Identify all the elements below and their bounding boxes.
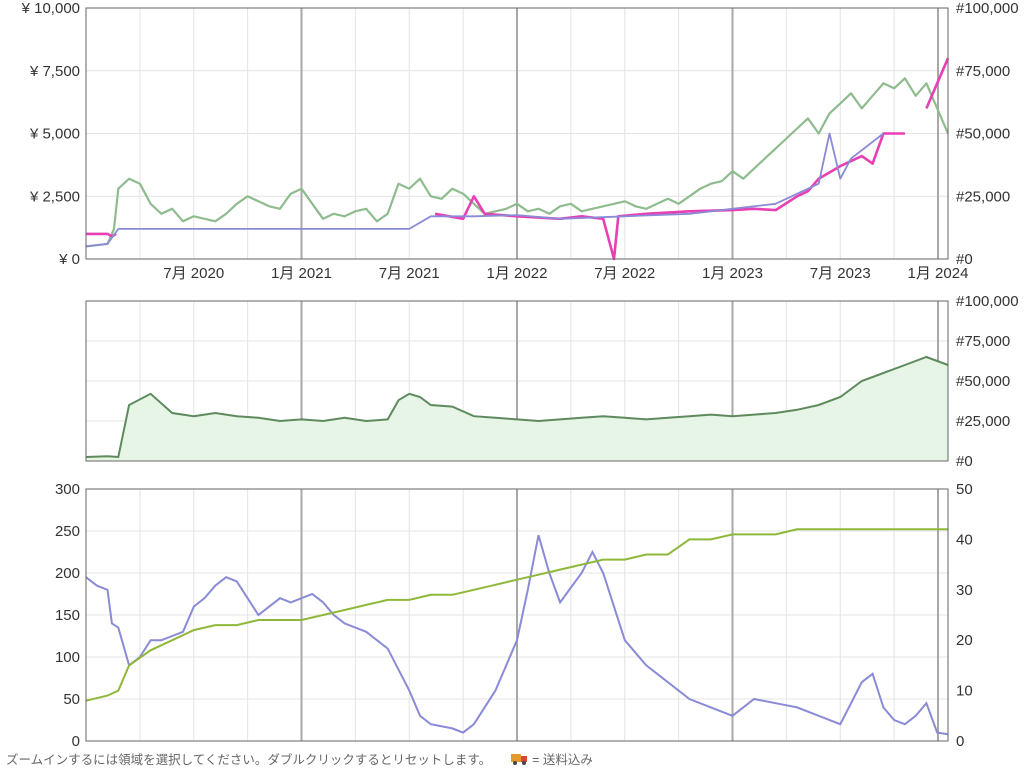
x-tick-label: 7月 2023: [810, 265, 871, 282]
delivery-truck-icon: [510, 754, 527, 765]
x-tick-label: 1月 2024: [908, 265, 969, 282]
y-right-tick-label: 30: [956, 582, 973, 599]
sales-rank-series[interactable]: [85, 355, 949, 459]
x-tick-label: 7月 2022: [594, 265, 655, 282]
y-right-tick-label: #75,000: [956, 333, 1010, 350]
y-left-tick-label: 100: [55, 649, 80, 666]
y-left-tick-label: 0: [72, 733, 80, 750]
y-right-tick-label: #100,000: [956, 293, 1019, 310]
x-tick-label: 1月 2023: [702, 265, 763, 282]
price-history-panel[interactable]: ¥ 0 ¥ 2,500 ¥ 5,000 ¥ 7,500 ¥ 10,000 #0 #25,00…: [21, 0, 1019, 282]
x-tick-label: 1月 2021: [271, 265, 332, 282]
y-left-tick-label: ¥ 10,000: [21, 0, 80, 17]
plot-frame: [85, 7, 949, 260]
y-left-tick-label: ¥ 7,500: [29, 63, 80, 80]
x-tick-label: 7月 2020: [163, 265, 224, 282]
plot-frame: [85, 488, 949, 742]
y-right-tick-label: #100,000: [956, 0, 1019, 17]
x-tick-label: 1月 2022: [487, 265, 548, 282]
y-right-tick-label: #75,000: [956, 63, 1010, 80]
y-left-tick-label: 50: [63, 691, 80, 708]
y-right-tick-label: #0: [956, 251, 973, 268]
y-right-tick-label: #50,000: [956, 126, 1010, 143]
y-left-tick-label: 250: [55, 523, 80, 540]
y-right-tick-label: #0: [956, 453, 973, 470]
shipping-included-legend: = 送料込み: [532, 753, 593, 767]
plot-frame: [85, 300, 949, 462]
y-right-tick-label: #25,000: [956, 413, 1010, 430]
y-right-tick-label: 50: [956, 481, 973, 498]
y-right-tick-label: #50,000: [956, 373, 1010, 390]
new-price-series[interactable]: [85, 77, 950, 248]
y-left-tick-label: ¥ 2,500: [29, 188, 80, 205]
y-left-tick-label: 300: [55, 481, 80, 498]
y-left-tick-label: 200: [55, 565, 80, 582]
y-left-tick-label: 150: [55, 607, 80, 624]
list-price-series[interactable]: [85, 132, 884, 248]
chart-footer: ズームインするには領域を選択してください。ダブルクリックするとリセットします。 …: [6, 749, 593, 768]
offers-count-series[interactable]: [85, 534, 949, 736]
y-right-tick-label: 10: [956, 683, 973, 700]
sales-rank-panel[interactable]: #0 #25,000 #50,000 #75,000 #100,000: [85, 293, 1019, 470]
y-right-tick-label: 0: [956, 733, 964, 750]
offers-rating-panel[interactable]: 0 50 100 150 200 250 300 0 10 20 30 40 50: [55, 481, 973, 750]
rating-count-series[interactable]: [85, 528, 948, 702]
sales-rank-area: [86, 357, 948, 461]
x-tick-label: 7月 2021: [379, 265, 440, 282]
y-left-tick-label: ¥ 5,000: [29, 126, 80, 143]
y-right-tick-label: 40: [956, 531, 973, 548]
y-right-tick-label: #25,000: [956, 188, 1010, 205]
y-left-tick-label: ¥ 0: [58, 251, 80, 268]
zoom-hint-text: ズームインするには領域を選択してください。ダブルクリックするとリセットします。: [6, 753, 492, 767]
y-right-tick-label: 20: [956, 632, 973, 649]
